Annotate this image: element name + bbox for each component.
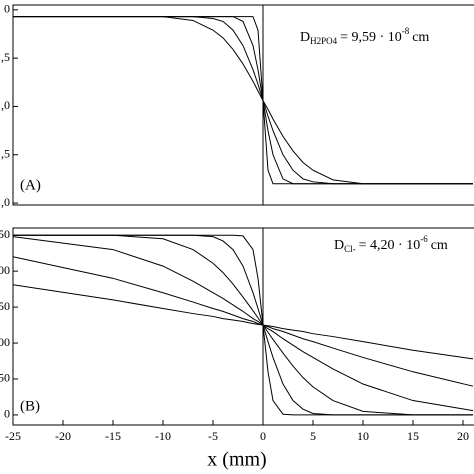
plot-frame — [12, 4, 474, 206]
annotation: DH2PO4 = 9,59 · 10-8 cm — [300, 26, 429, 46]
panel-label: (A) — [20, 177, 41, 193]
y-tick-label: 50 — [0, 371, 10, 385]
x-tick-label: -5 — [208, 429, 218, 443]
curve — [12, 236, 474, 412]
curve — [13, 16, 473, 185]
x-tick-label: 10 — [357, 429, 369, 443]
curve — [13, 234, 473, 416]
x-tick-label: -25 — [5, 429, 21, 443]
annotation: DCl- = 4,20 · 10-6 cm — [334, 234, 448, 254]
plot-frame — [12, 227, 474, 426]
x-tick-label: 0 — [260, 429, 266, 443]
curve — [12, 284, 474, 360]
x-tick-label: -10 — [155, 429, 171, 443]
x-tick-label: -20 — [55, 429, 71, 443]
annotation-subscript: H2PO4 — [310, 36, 338, 46]
y-tick-label: ,5 — [1, 50, 10, 64]
curve — [13, 234, 473, 416]
curve — [13, 16, 473, 185]
curve — [13, 234, 473, 416]
x-tick-label: 15 — [407, 429, 419, 443]
x-tick-label: 5 — [310, 429, 316, 443]
y-tick-label: 50 — [0, 227, 10, 241]
y-tick-label: 00 — [0, 263, 10, 277]
annotation-subscript: Cl- — [344, 244, 356, 254]
y-tick-label: 0 — [4, 407, 10, 421]
curve — [13, 16, 473, 185]
y-tick-label: 00 — [0, 335, 10, 349]
y-tick-label: ,5 — [1, 147, 10, 161]
x-axis-label: x (mm) — [207, 449, 266, 471]
annotation-unit: cm — [412, 30, 429, 45]
annotation-symbol: D — [300, 30, 310, 45]
y-tick-label: 0 — [4, 2, 10, 16]
annotation-exponent: -6 — [420, 234, 428, 244]
annotation-text: = 4,20 · 10 — [359, 238, 421, 253]
x-tick-label: 20 — [457, 429, 469, 443]
x-tick-label: -15 — [105, 429, 121, 443]
panel-label: (B) — [20, 398, 40, 414]
curve — [13, 16, 473, 185]
y-tick-label: ,0 — [1, 98, 10, 112]
y-tick-label: 50 — [0, 299, 10, 313]
annotation-text: = 9,59 · 10 — [340, 30, 402, 45]
y-tick-label: ,0 — [1, 195, 10, 209]
annotation-unit: cm — [431, 238, 448, 253]
annotation-symbol: D — [334, 238, 344, 253]
annotation-exponent: -8 — [402, 26, 410, 36]
